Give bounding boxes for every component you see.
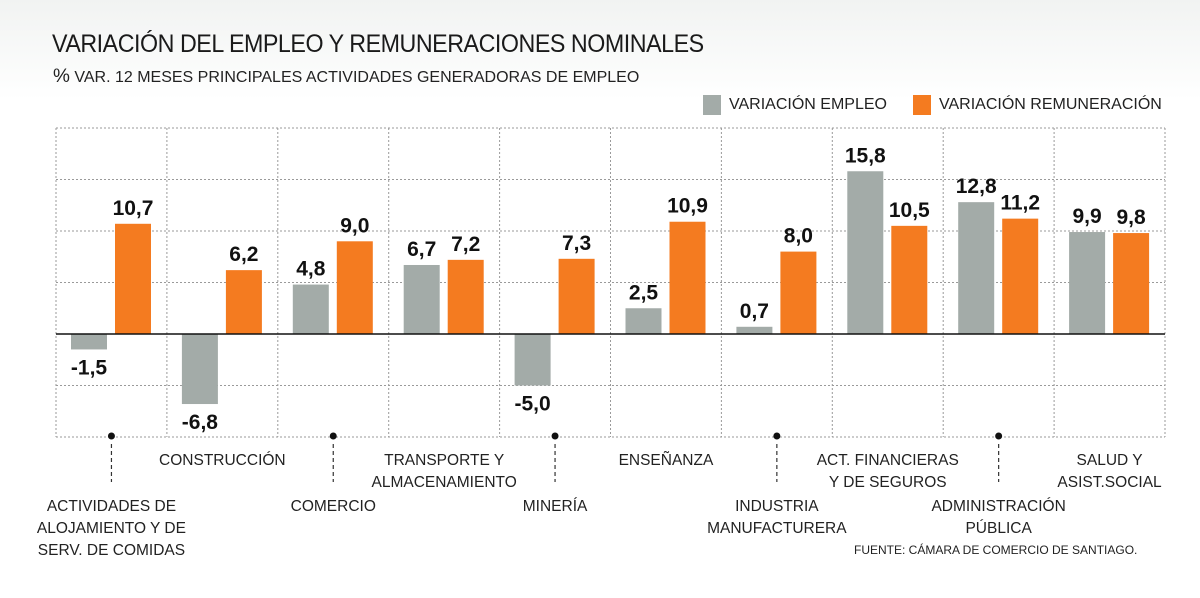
category-label: SERV. DE COMIDAS — [38, 542, 185, 559]
data-label-empleo: 2,5 — [629, 281, 659, 304]
data-label-remuneracion: 6,2 — [229, 243, 258, 266]
data-label-remuneracion: 10,5 — [889, 199, 930, 222]
category-label: MINERÍA — [523, 498, 588, 515]
category-label: MANUFACTURERA — [707, 520, 847, 537]
bar-empleo — [403, 264, 440, 334]
category-label: ADMINISTRACIÓN — [931, 498, 1065, 515]
data-label-remuneracion: 11,2 — [1000, 192, 1040, 215]
bar-remuneracion — [447, 259, 484, 334]
data-label-remuneracion: 9,8 — [1116, 206, 1146, 229]
bar-remuneracion — [115, 223, 151, 334]
bar-empleo — [181, 334, 218, 405]
category-label: Y DE SEGUROS — [829, 474, 947, 491]
category-label: ALMACENAMIENTO — [372, 474, 517, 491]
category-label: ALOJAMIENTO Y DE — [37, 520, 186, 537]
bar-empleo — [847, 171, 884, 334]
data-label-empleo: 15,8 — [845, 144, 886, 167]
data-label-empleo: 6,7 — [407, 238, 436, 261]
bar-remuneracion — [336, 241, 373, 334]
bar-remuneracion — [1002, 218, 1039, 334]
bar-empleo — [514, 334, 551, 386]
bar-empleo — [625, 308, 662, 334]
data-label-empleo: -1,5 — [71, 356, 108, 379]
legend-label-remuneracion: VARIACIÓN REMUNERACIÓN — [939, 96, 1162, 113]
legend-label-empleo: VARIACIÓN EMPLEO — [729, 96, 887, 113]
subtitle-text: VAR. 12 MESES PRINCIPALES ACTIVIDADES GE… — [74, 69, 640, 86]
data-label-empleo: -5,0 — [515, 393, 551, 416]
data-label-empleo: 4,8 — [296, 258, 326, 281]
category-label: TRANSPORTE Y — [384, 452, 504, 469]
legend-item-remuneracion: VARIACIÓN REMUNERACIÓN — [913, 94, 1162, 116]
bar-remuneracion — [780, 251, 817, 334]
chart-subtitle: % VAR. 12 MESES PRINCIPALES ACTIVIDADES … — [53, 66, 639, 88]
bar-remuneracion — [1113, 233, 1150, 334]
category-label: CONSTRUCCIÓN — [159, 452, 286, 469]
data-label-empleo: 0,7 — [740, 300, 769, 323]
category-label: SALUD Y — [1077, 452, 1143, 469]
source-note: FUENTE: CÁMARA DE COMERCIO DE SANTIAGO. — [854, 543, 1138, 557]
category-label: COMERCIO — [291, 498, 376, 515]
subtitle-percent-sign: % — [53, 66, 70, 87]
bar-empleo — [292, 284, 329, 334]
bar-remuneracion — [669, 221, 706, 334]
bar-remuneracion — [225, 270, 262, 334]
data-label-remuneracion: 8,0 — [784, 225, 813, 248]
chart-title: VARIACIÓN DEL EMPLEO Y REMUNERACIONES NO… — [52, 30, 704, 58]
header-background — [0, 0, 1200, 100]
category-marker-dot — [551, 432, 559, 440]
data-label-remuneracion: 9,0 — [340, 214, 369, 237]
bar-remuneracion — [891, 225, 928, 334]
legend-swatch-empleo — [703, 95, 721, 115]
category-label: PÚBLICA — [965, 520, 1032, 537]
bar-empleo — [71, 334, 107, 350]
data-label-remuneracion: 10,9 — [667, 195, 708, 218]
data-label-remuneracion: 10,7 — [113, 197, 154, 220]
category-label: INDUSTRIA — [735, 498, 819, 515]
data-label-empleo: -6,8 — [182, 411, 219, 434]
legend-swatch-remuneracion — [913, 95, 931, 115]
category-marker-dot — [773, 432, 781, 440]
bar-remuneracion — [558, 258, 595, 334]
bar-empleo — [1069, 232, 1106, 334]
data-label-remuneracion: 7,2 — [451, 233, 480, 256]
category-label: ACT. FINANCIERAS — [817, 452, 959, 469]
data-label-empleo: 9,9 — [1072, 205, 1101, 228]
category-marker-dot — [107, 432, 115, 440]
category-marker-dot — [329, 432, 337, 440]
category-label: ASIST.SOCIAL — [1057, 474, 1162, 491]
legend-item-empleo: VARIACIÓN EMPLEO — [703, 94, 887, 116]
category-marker-dot — [995, 432, 1003, 440]
category-label: ACTIVIDADES DE — [47, 498, 176, 515]
data-label-empleo: 12,8 — [956, 175, 997, 198]
bar-empleo — [958, 202, 995, 334]
data-label-remuneracion: 7,3 — [562, 232, 591, 255]
bar-empleo — [736, 326, 773, 334]
category-label: ENSEÑANZA — [619, 452, 714, 469]
